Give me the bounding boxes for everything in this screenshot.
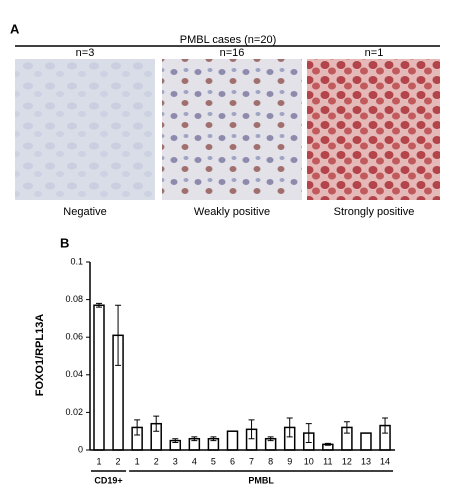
- y-tick-label: 0.02: [65, 407, 83, 417]
- bar: [93, 304, 105, 451]
- x-tick-label: 3: [173, 456, 178, 466]
- bar: [226, 430, 239, 451]
- count: n=1: [365, 47, 384, 59]
- y-tick-label: 0.06: [65, 332, 83, 342]
- x-tick-label: 10: [304, 456, 314, 466]
- x-tick-label: 13: [361, 456, 371, 466]
- error-bar: [305, 423, 312, 443]
- error-bar: [210, 436, 217, 442]
- caption: Strongly positive: [334, 206, 415, 218]
- x-tick-label: 8: [268, 456, 273, 466]
- x-tick-label: 5: [211, 456, 216, 466]
- x-tick-label: 1: [135, 456, 140, 466]
- x-tick-label: 2: [154, 456, 159, 466]
- group-label: CD19+: [94, 475, 122, 485]
- error-bar: [343, 421, 350, 434]
- error-bar: [115, 304, 122, 366]
- error-bar: [324, 442, 331, 446]
- caption: Weakly positive: [194, 206, 270, 218]
- error-bar: [153, 415, 160, 432]
- error-bar: [191, 436, 198, 442]
- caption: Negative: [63, 206, 106, 218]
- micrograph: [15, 59, 155, 200]
- x-tick-label: 11: [323, 456, 332, 466]
- count: n=16: [220, 47, 245, 59]
- error-bar: [248, 419, 255, 440]
- panel-label: B: [60, 235, 69, 250]
- x-tick-label: 1: [96, 456, 101, 466]
- panel-title: PMBL cases (n=20): [180, 34, 277, 46]
- y-tick-label: 0.1: [70, 256, 83, 266]
- x-tick-label: 14: [380, 456, 390, 466]
- micrograph: [162, 59, 302, 200]
- error-bar: [286, 417, 293, 438]
- error-bar: [382, 417, 389, 434]
- error-bar: [134, 419, 141, 436]
- bar: [360, 432, 372, 451]
- error-bar: [267, 436, 274, 442]
- x-tick-label: 12: [342, 456, 352, 466]
- error-bar: [172, 438, 179, 443]
- y-tick-label: 0.04: [65, 369, 83, 379]
- x-tick-label: 2: [116, 456, 121, 466]
- x-tick-label: 7: [249, 456, 254, 466]
- error-bar: [96, 302, 102, 308]
- x-tick-label: 6: [230, 456, 235, 466]
- group-label: PMBL: [248, 475, 274, 485]
- x-tick-label: 4: [192, 456, 197, 466]
- x-tick-label: 9: [287, 456, 292, 466]
- y-tick-label: 0.08: [65, 294, 83, 304]
- count: n=3: [76, 47, 95, 59]
- panel-label: A: [10, 21, 20, 36]
- y-tick-label: 0: [78, 444, 83, 454]
- micrograph: [307, 59, 440, 200]
- y-axis-label: FOXO1/RPL13A: [34, 314, 46, 397]
